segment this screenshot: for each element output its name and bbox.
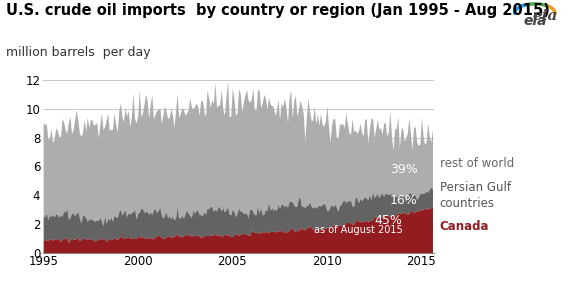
Text: rest of world: rest of world (440, 157, 514, 170)
Text: 16%: 16% (390, 194, 417, 208)
Text: eia: eia (532, 9, 558, 23)
Text: Persian Gulf
countries: Persian Gulf countries (440, 181, 511, 210)
Text: million barrels  per day: million barrels per day (6, 46, 151, 59)
Text: 39%: 39% (390, 163, 417, 176)
Text: Canada: Canada (440, 220, 489, 233)
Text: as of August 2015: as of August 2015 (314, 225, 402, 234)
Text: U.S. crude oil imports  by country or region (Jan 1995 - Aug 2015): U.S. crude oil imports by country or reg… (6, 3, 550, 18)
Text: eia: eia (523, 14, 546, 28)
Text: 45%: 45% (375, 214, 402, 228)
